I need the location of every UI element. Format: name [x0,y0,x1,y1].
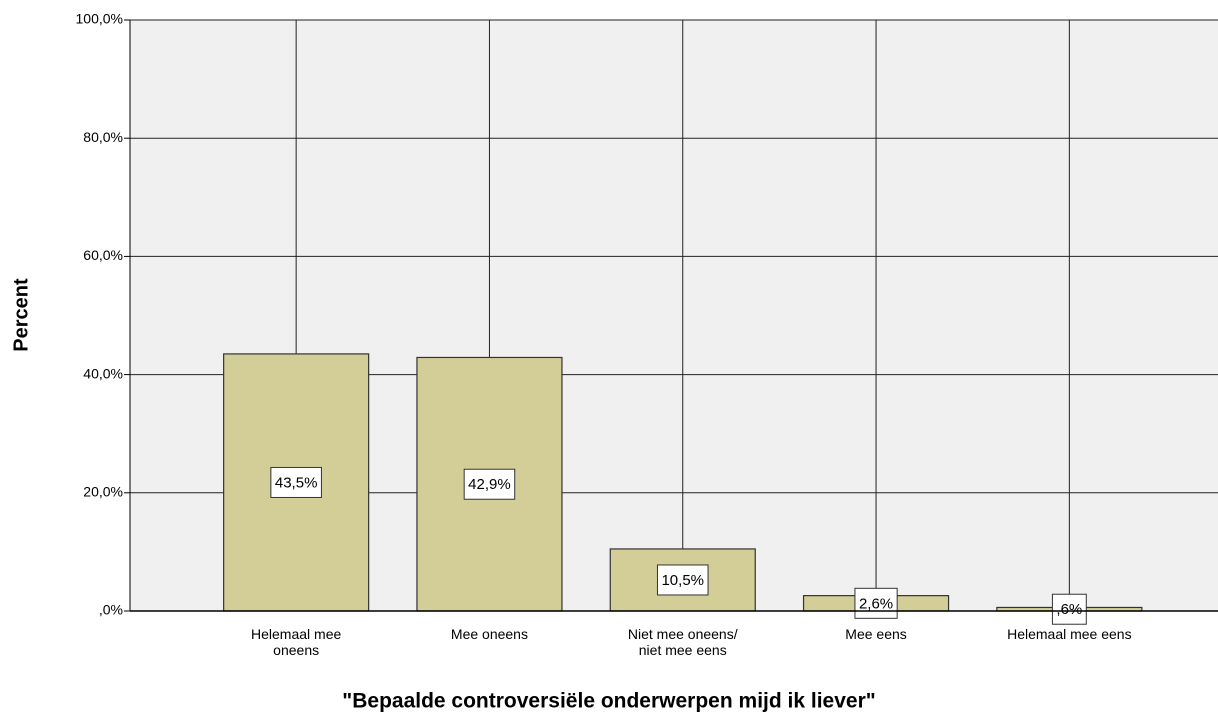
y-axis-title: Percent [10,278,32,352]
y-tick-label: 60,0% [83,247,123,263]
value-label-box [270,466,322,498]
value-label-box [656,564,709,596]
y-tick-label: 20,0% [83,484,123,500]
x-tick-label: Mee eens [845,626,907,642]
x-tick-label: Helemaal mee eens [1007,626,1132,642]
value-label-box [1051,593,1087,625]
x-tick-label: Helemaal mee oneens [251,626,342,658]
y-tick-label: 100,0% [76,11,123,27]
value-label: ,6% [1056,601,1082,618]
value-label: 43,5% [275,474,318,491]
y-tick-label: 40,0% [83,365,123,381]
value-label: 2,6% [859,595,893,612]
x-axis-title: "Bepaalde controversiële onderwerpen mij… [342,690,875,713]
x-tick-label: Niet mee oneens/ niet mee eens [627,626,738,658]
y-tick-label: ,0% [99,602,123,618]
value-label-box [463,468,516,500]
x-tick-label: Mee oneens [450,626,528,642]
value-label: 42,9% [468,476,511,493]
value-label: 10,5% [661,572,704,589]
y-tick-label: 80,0% [83,129,123,145]
value-label-box [854,587,898,619]
